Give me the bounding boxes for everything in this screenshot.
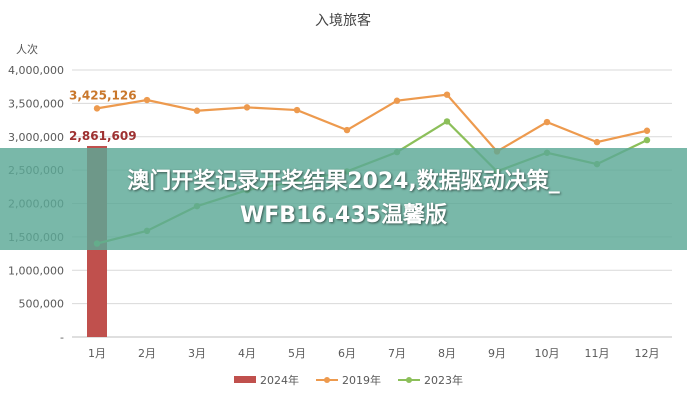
legend-label-2024: 2024年	[260, 373, 299, 387]
point-2023	[443, 118, 451, 125]
legend-swatch-2024	[234, 376, 256, 383]
chart-title: 入境旅客	[315, 12, 371, 29]
point-2019	[193, 107, 201, 114]
legend-marker-2023	[406, 377, 412, 383]
y-tick-label: 500,000	[19, 298, 65, 311]
labels-layer: 2,861,609 3,425,126	[69, 88, 137, 143]
point-2019	[143, 96, 151, 104]
point-2019	[243, 104, 251, 111]
overlay-title-line-1: 澳门开奖记录开奖结果2024,数据驱动决策_	[127, 169, 560, 194]
y-tick-label: 4,000,000	[8, 64, 64, 77]
point-2019	[293, 106, 301, 114]
legend: 2024年 2019年 2023年	[234, 373, 463, 387]
data-label-2024: 2,861,609	[69, 129, 137, 143]
x-tick-label: 2月	[138, 347, 156, 360]
data-label-2019: 3,425,126	[69, 88, 137, 102]
overlay-title-line-2: WFB16.435温馨版	[240, 203, 447, 228]
point-2019	[343, 126, 351, 134]
point-2019	[593, 138, 601, 146]
legend-label-2023: 2023年	[424, 373, 463, 387]
overlay-banner: 澳门开奖记录开奖结果2024,数据驱动决策_ WFB16.435温馨版	[0, 148, 687, 250]
point-2019	[643, 127, 651, 134]
point-2019	[543, 118, 551, 126]
x-tick-label: 6月	[338, 347, 356, 360]
x-tick-label: 8月	[438, 347, 456, 360]
x-tick-label: 1月	[88, 347, 106, 360]
legend-label-2019: 2019年	[342, 373, 381, 387]
y-tick-label: 1,000,000	[8, 264, 64, 277]
x-tick-label: 4月	[238, 347, 256, 360]
x-tick-label: 9月	[488, 347, 506, 360]
x-tick-label: 11月	[585, 347, 610, 360]
point-2019	[93, 105, 101, 112]
x-tick-label: 3月	[188, 347, 206, 360]
legend-marker-2019	[324, 377, 330, 383]
x-tick-label: 7月	[388, 347, 406, 360]
y-tick-label: 3,500,000	[8, 97, 64, 110]
x-tick-label: 5月	[288, 347, 306, 360]
point-2019	[393, 97, 401, 104]
y-tick-label: 3,000,000	[8, 131, 64, 144]
x-tick-label: 10月	[535, 347, 560, 360]
point-2019	[443, 91, 451, 98]
point-2023	[643, 136, 651, 144]
y-axis-label: 人次	[16, 42, 38, 56]
x-tick-label: 12月	[635, 347, 660, 360]
y-tick-label: -	[60, 331, 64, 344]
line-2019	[96, 93, 648, 153]
